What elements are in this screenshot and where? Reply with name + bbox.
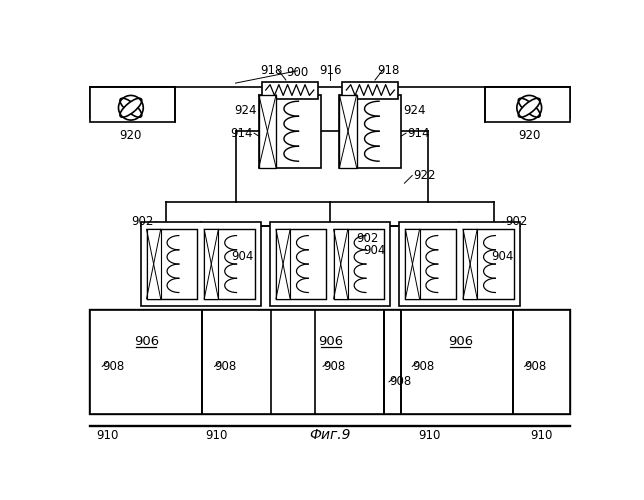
Bar	[406, 230, 456, 299]
Text: 902: 902	[356, 232, 379, 245]
Text: 900: 900	[287, 66, 308, 79]
Bar	[259, 94, 276, 168]
Text: 908: 908	[214, 360, 237, 373]
Bar	[259, 94, 321, 168]
Text: 920: 920	[120, 130, 142, 142]
Ellipse shape	[120, 98, 142, 117]
Bar	[334, 230, 384, 299]
Text: 904: 904	[363, 244, 386, 258]
Text: 920: 920	[518, 130, 540, 142]
Bar	[463, 230, 477, 299]
Bar	[270, 222, 390, 306]
Ellipse shape	[518, 98, 540, 117]
Bar	[140, 222, 261, 306]
Text: 908: 908	[525, 360, 547, 373]
Bar	[339, 94, 357, 168]
Bar	[463, 230, 513, 299]
Text: 910: 910	[97, 430, 118, 442]
Text: 910: 910	[531, 430, 553, 442]
Bar	[147, 230, 197, 299]
Text: 906: 906	[318, 334, 343, 347]
Bar	[204, 230, 218, 299]
Text: 914: 914	[408, 126, 430, 140]
Bar	[343, 82, 398, 98]
Bar	[401, 310, 513, 414]
Bar	[339, 94, 401, 168]
Text: 908: 908	[102, 360, 124, 373]
Bar	[276, 230, 327, 299]
Bar	[485, 87, 571, 122]
Bar	[147, 230, 161, 299]
Text: 924: 924	[403, 104, 426, 117]
Text: 908: 908	[412, 360, 435, 373]
Text: 906: 906	[134, 334, 159, 347]
Text: 910: 910	[205, 430, 227, 442]
Text: 906: 906	[448, 334, 473, 347]
Bar	[513, 310, 571, 414]
Text: 908: 908	[389, 376, 412, 388]
Bar	[204, 230, 254, 299]
Bar	[276, 230, 290, 299]
Text: 914: 914	[230, 126, 252, 140]
Ellipse shape	[120, 98, 142, 117]
Text: Фиг.9: Фиг.9	[309, 428, 351, 442]
Text: 918: 918	[377, 64, 399, 77]
Text: 902: 902	[505, 215, 527, 228]
Text: 922: 922	[413, 169, 436, 182]
Bar	[90, 87, 175, 122]
Bar	[399, 222, 520, 306]
Ellipse shape	[518, 98, 540, 117]
Text: 908: 908	[323, 360, 345, 373]
Text: 902: 902	[132, 215, 154, 228]
Text: 918: 918	[261, 64, 283, 77]
Bar	[90, 310, 202, 414]
Bar	[262, 82, 317, 98]
Bar	[271, 310, 384, 414]
Bar	[334, 230, 348, 299]
Bar	[90, 310, 571, 414]
Text: 904: 904	[491, 250, 514, 263]
Bar	[384, 310, 496, 414]
Text: 916: 916	[319, 64, 341, 77]
Bar	[202, 310, 314, 414]
Text: 904: 904	[232, 250, 254, 263]
Text: 910: 910	[418, 430, 440, 442]
Bar	[406, 230, 419, 299]
Text: 924: 924	[234, 104, 257, 117]
